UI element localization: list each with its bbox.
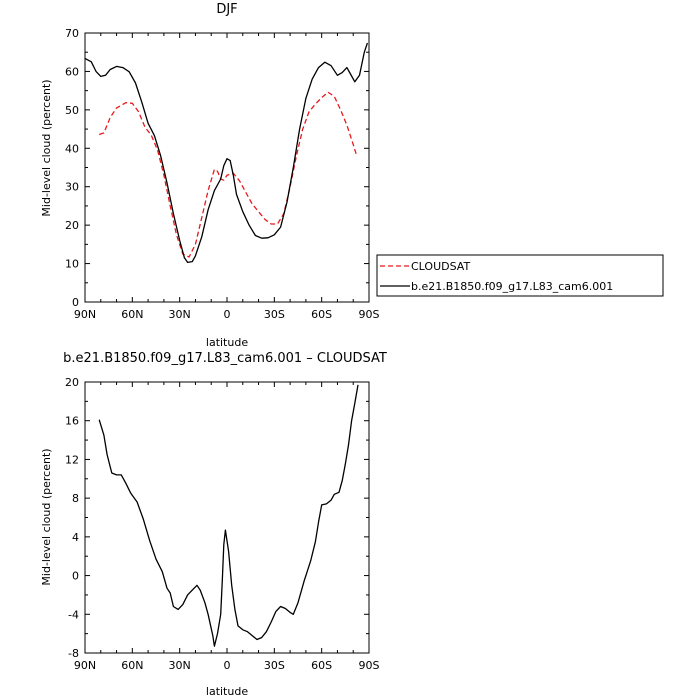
top-chart-frame [84, 32, 370, 303]
bottom-chart-title: b.e21.B1850.f09_g17.L83_cam6.001 – CLOUD… [63, 351, 387, 366]
bottom-y-tick-label: 20 [65, 376, 79, 389]
bottom-y-tick-label: -8 [68, 647, 79, 660]
top-chart-legend: CLOUDSAT b.e21.B1850.f09_g17.L83_cam6.00… [376, 254, 664, 297]
top-y-tick-label: 50 [65, 104, 79, 117]
top-x-tick-label: 90N [74, 308, 96, 321]
top-chart-xlabel: latitude [206, 336, 248, 349]
bottom-x-tick-label: 30N [169, 659, 191, 672]
bottom-chart-ylabel: Mid-level cloud (percent) [40, 448, 53, 585]
top-chart-ticks: 90N 60N 30N 0 30S 60S 90S 0 10 20 30 40 50 60 70 [65, 27, 380, 321]
bottom-y-tick-label: 0 [72, 570, 79, 583]
top-series-line-0 [98, 91, 358, 258]
top-chart-title: DJF [216, 2, 237, 17]
bottom-y-tick-label: 12 [65, 453, 79, 466]
bottom-chart: b.e21.B1850.f09_g17.L83_cam6.001 – CLOUD… [40, 351, 387, 698]
bottom-chart-frame [84, 381, 370, 654]
legend-label-cloudsat: CLOUDSAT [411, 260, 470, 273]
bottom-x-tick-label: 0 [224, 659, 231, 672]
bottom-y-tick-label: 4 [72, 531, 79, 544]
top-x-tick-label: 90S [359, 308, 380, 321]
top-chart-ylabel: Mid-level cloud (percent) [40, 79, 53, 216]
top-y-tick-label: 20 [65, 219, 79, 232]
legend-box [376, 254, 664, 297]
top-x-tick-label: 60S [311, 308, 332, 321]
top-y-tick-label: 60 [65, 65, 79, 78]
bottom-x-tick-label: 30S [264, 659, 285, 672]
bottom-series-line-0 [98, 384, 359, 647]
bottom-chart-ticks: 90N 60N 30N 0 30S 60S 90S -8 -4 0 4 8 12 16 20 [65, 376, 380, 672]
bottom-y-tick-label: -4 [68, 608, 79, 621]
bottom-x-tick-label: 60N [121, 659, 143, 672]
top-y-tick-label: 30 [65, 181, 79, 194]
top-series-line-1 [84, 42, 369, 264]
legend-label-model: b.e21.B1850.f09_g17.L83_cam6.001 [411, 280, 613, 293]
top-chart-lines [84, 42, 369, 264]
bottom-chart-lines [98, 384, 359, 647]
bottom-chart-xlabel: latitude [206, 685, 248, 698]
bottom-x-tick-label: 90S [359, 659, 380, 672]
top-x-tick-label: 60N [121, 308, 143, 321]
top-x-tick-label: 0 [224, 308, 231, 321]
top-y-tick-label: 0 [72, 296, 79, 309]
top-x-tick-label: 30N [169, 308, 191, 321]
top-y-tick-label: 70 [65, 27, 79, 40]
top-x-tick-label: 30S [264, 308, 285, 321]
bottom-y-tick-label: 8 [72, 492, 79, 505]
top-chart: DJF Mid-level cloud (percent) latitude 9… [40, 2, 664, 349]
top-y-tick-label: 40 [65, 142, 79, 155]
bottom-x-tick-label: 60S [311, 659, 332, 672]
top-y-tick-label: 10 [65, 258, 79, 271]
bottom-y-tick-label: 16 [65, 415, 79, 428]
bottom-x-tick-label: 90N [74, 659, 96, 672]
